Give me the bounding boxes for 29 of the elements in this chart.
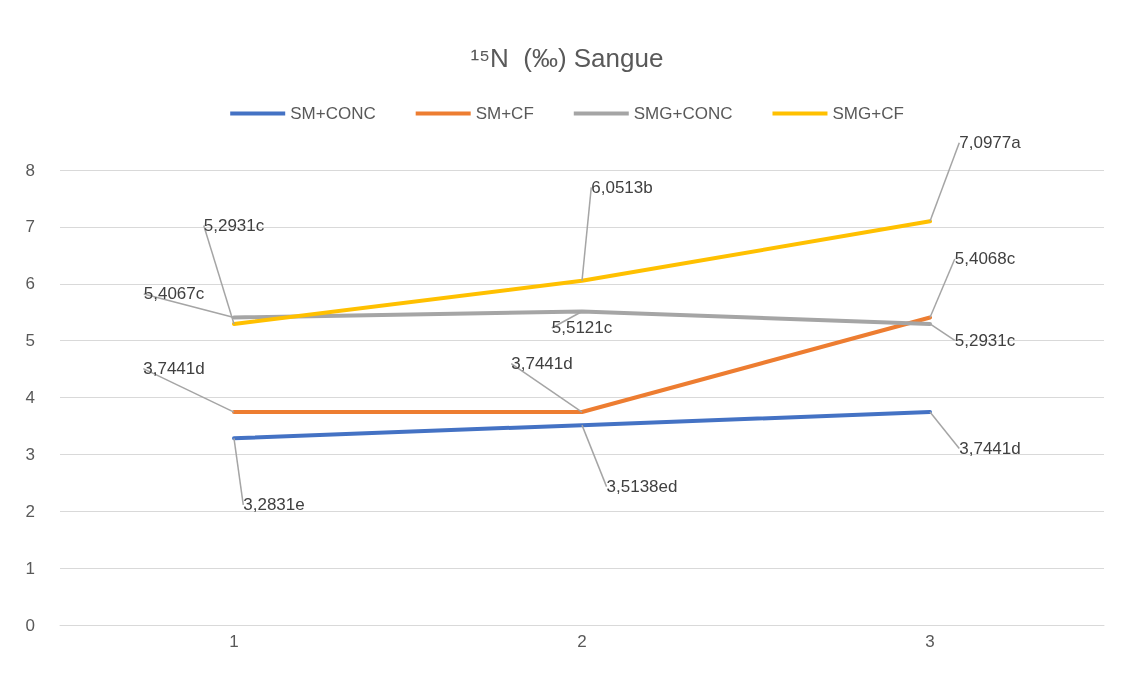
data-label: 5,4067c (143, 284, 205, 304)
y-tick-label: 0 (25, 615, 35, 635)
legend-label: SMG+CONC (633, 104, 733, 123)
y-tick-label: 5 (25, 331, 35, 351)
y-tick-label: 2 (25, 501, 35, 521)
y-tick-label: 1 (25, 558, 35, 578)
data-label: 5,2931c (203, 215, 265, 235)
data-label: 3,7441d (959, 439, 1021, 459)
data-label: 3,7441d (511, 354, 573, 374)
x-tick-label: 1 (229, 632, 239, 651)
y-tick-label: 8 (25, 160, 35, 180)
x-tick-label: 2 (577, 632, 587, 651)
data-label: 6,0513b (591, 177, 653, 197)
data-label: 5,4068c (954, 249, 1016, 269)
y-tick-label: 6 (25, 274, 35, 294)
x-tick-label: 3 (925, 632, 935, 651)
data-label: 3,5138ed (606, 477, 678, 497)
legend-label: SM+CF (475, 104, 534, 123)
chart-title: ¹⁵N (‰) Sangue (470, 43, 664, 73)
data-label: 5,2931c (954, 330, 1016, 350)
data-label: 5,5121c (551, 318, 613, 338)
y-tick-label: 4 (25, 388, 35, 407)
legend-label: SM+CONC (290, 104, 376, 123)
y-tick-label: 7 (25, 217, 35, 237)
data-label: 3,2831e (243, 495, 305, 515)
y-tick-label: 3 (25, 444, 35, 464)
legend-label: SMG+CF (832, 104, 904, 123)
data-label: 3,7441d (143, 359, 205, 379)
data-label: 7,0977a (959, 133, 1022, 153)
